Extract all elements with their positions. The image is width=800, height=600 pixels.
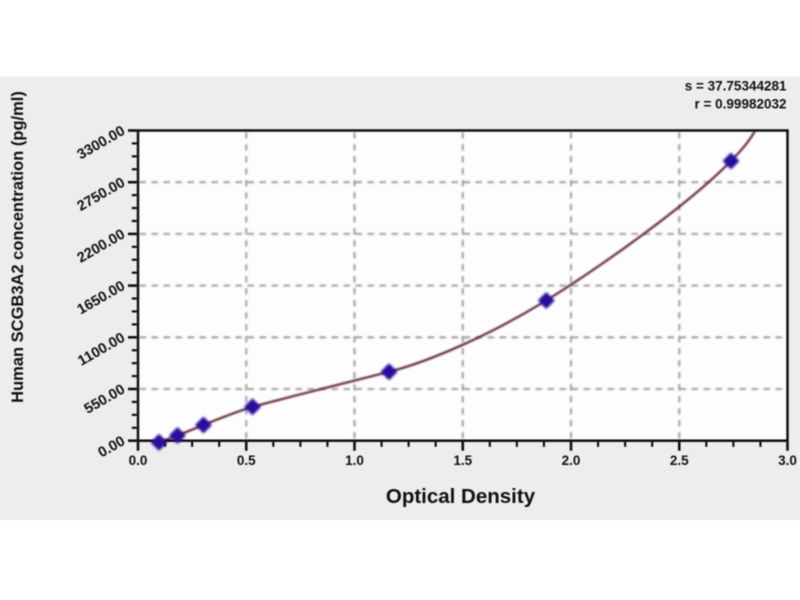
svg-text:3.0: 3.0: [778, 453, 797, 468]
svg-text:2.5: 2.5: [670, 453, 689, 468]
svg-text:1.5: 1.5: [453, 453, 472, 468]
svg-text:Optical Density: Optical Density: [386, 485, 536, 508]
svg-text:2.0: 2.0: [562, 453, 581, 468]
svg-text:0.5: 0.5: [237, 453, 256, 468]
svg-text:r = 0.99982032: r = 0.99982032: [695, 97, 787, 112]
svg-text:0.0: 0.0: [129, 453, 148, 468]
svg-text:s = 37.75344281: s = 37.75344281: [685, 79, 787, 94]
svg-text:1.0: 1.0: [345, 453, 364, 468]
svg-text:Human SCGB3A2 concentration (p: Human SCGB3A2 concentration (pg/ml): [9, 91, 27, 403]
